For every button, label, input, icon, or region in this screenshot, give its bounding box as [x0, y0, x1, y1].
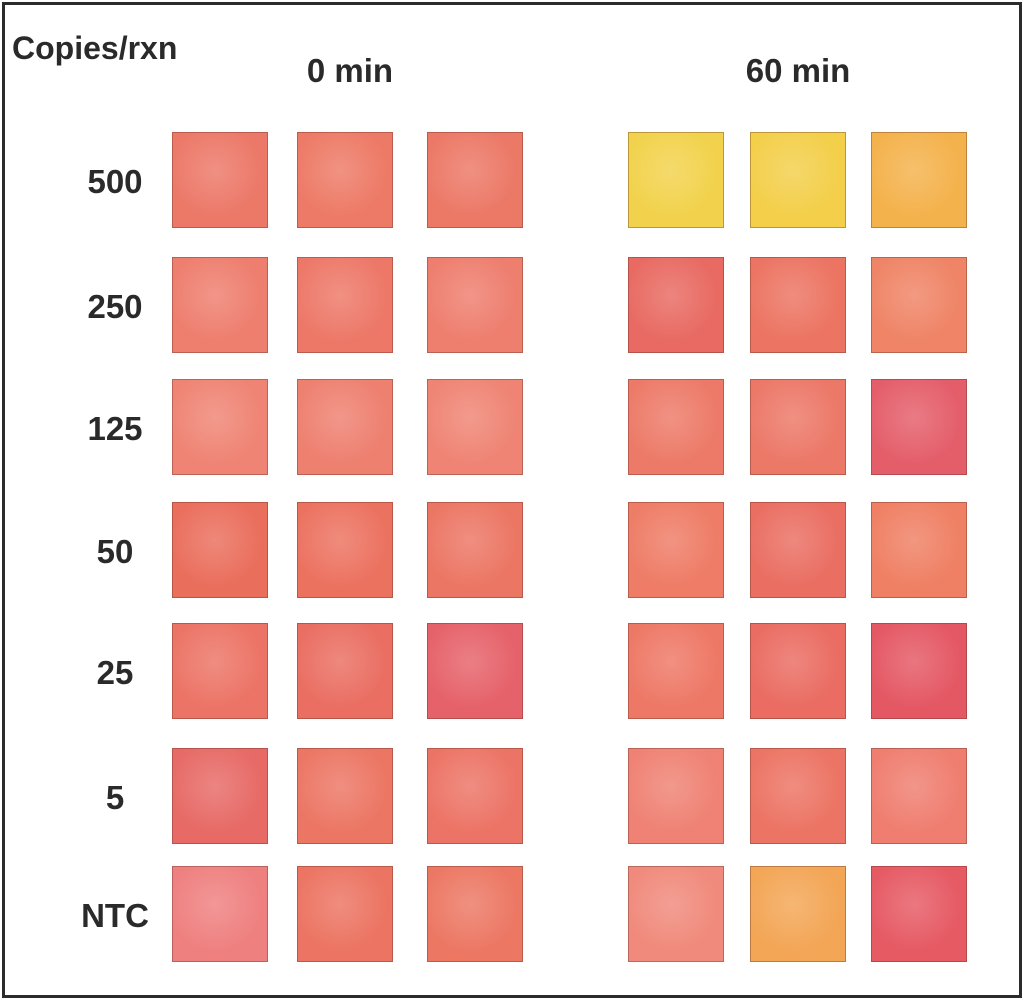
test-pad-250-60min-2	[750, 257, 846, 353]
test-pad-500-0min-2	[297, 132, 393, 228]
test-pad-25-0min-2	[297, 623, 393, 719]
test-pad-50-0min-1	[172, 502, 268, 598]
test-pad-25-60min-2	[750, 623, 846, 719]
test-pad-5-0min-1	[172, 748, 268, 844]
test-pad-250-0min-3	[427, 257, 523, 353]
row-label-500: 500	[87, 163, 143, 200]
test-pad-5-60min-2	[750, 748, 846, 844]
test-pad-250-60min-1	[628, 257, 724, 353]
group-header-60min: 60 min	[745, 52, 851, 89]
test-pad-5-60min-3	[871, 748, 967, 844]
test-pad-25-0min-1	[172, 623, 268, 719]
test-pad-ntc-0min-2	[297, 866, 393, 962]
test-pad-125-0min-1	[172, 379, 268, 475]
test-pad-125-60min-2	[750, 379, 846, 475]
test-pad-125-0min-2	[297, 379, 393, 475]
test-pad-125-60min-1	[628, 379, 724, 475]
test-pad-125-60min-3	[871, 379, 967, 475]
test-pad-500-60min-1	[628, 132, 724, 228]
test-pad-125-0min-3	[427, 379, 523, 475]
test-pad-25-60min-3	[871, 623, 967, 719]
test-pad-ntc-60min-3	[871, 866, 967, 962]
test-pad-50-0min-3	[427, 502, 523, 598]
test-pad-ntc-0min-3	[427, 866, 523, 962]
test-pad-50-60min-1	[628, 502, 724, 598]
row-label-50: 50	[96, 533, 134, 570]
test-pad-5-0min-2	[297, 748, 393, 844]
row-label-250: 250	[87, 288, 143, 325]
test-pad-25-0min-3	[427, 623, 523, 719]
test-pad-ntc-0min-1	[172, 866, 268, 962]
test-pad-500-0min-3	[427, 132, 523, 228]
test-pad-250-0min-2	[297, 257, 393, 353]
test-pad-5-0min-3	[427, 748, 523, 844]
test-pad-500-60min-3	[871, 132, 967, 228]
row-label-ntc: NTC	[81, 897, 149, 934]
test-pad-250-0min-1	[172, 257, 268, 353]
test-pad-250-60min-3	[871, 257, 967, 353]
test-pad-500-0min-1	[172, 132, 268, 228]
test-pad-50-60min-3	[871, 502, 967, 598]
test-pad-500-60min-2	[750, 132, 846, 228]
test-pad-5-60min-1	[628, 748, 724, 844]
y-axis-label: Copies/rxn	[12, 30, 178, 66]
row-label-125: 125	[87, 410, 143, 447]
test-pad-50-60min-2	[750, 502, 846, 598]
test-pad-25-60min-1	[628, 623, 724, 719]
test-pad-ntc-60min-2	[750, 866, 846, 962]
row-label-25: 25	[96, 654, 134, 691]
group-header-0min: 0 min	[306, 52, 394, 89]
row-label-5: 5	[105, 779, 125, 816]
test-pad-50-0min-2	[297, 502, 393, 598]
test-pad-ntc-60min-1	[628, 866, 724, 962]
